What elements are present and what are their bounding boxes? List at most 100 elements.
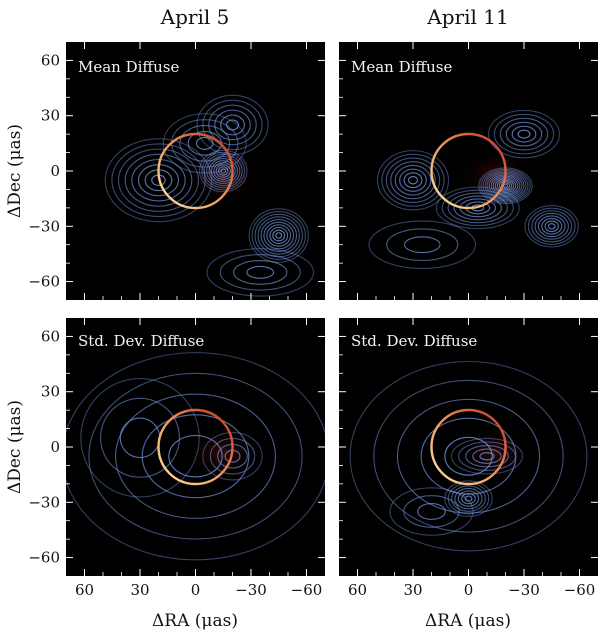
x-axis-label-right: ΔRA (μas)	[425, 611, 511, 631]
contour-line	[220, 168, 227, 174]
contour-line	[269, 226, 289, 245]
contour-line	[251, 210, 306, 261]
y-tick-label: 0	[50, 162, 60, 180]
contour-line	[220, 114, 245, 136]
contour-line	[376, 150, 450, 211]
contour-line	[396, 398, 541, 514]
contour-line	[537, 215, 566, 238]
contour-line	[206, 155, 241, 187]
y-tick-label: −30	[28, 493, 60, 511]
x-tick-label: −60	[291, 581, 323, 599]
x-tick-label: 30	[403, 581, 422, 599]
ring-group	[157, 132, 234, 210]
contour-line	[196, 94, 269, 156]
contour-line	[248, 208, 309, 263]
contour-line	[275, 232, 283, 239]
y-tick-label: 30	[41, 107, 60, 125]
contour-line	[266, 224, 292, 247]
contour-line	[272, 229, 286, 242]
contour-line	[80, 378, 200, 498]
contour-line	[511, 125, 537, 143]
contour-line	[385, 157, 441, 203]
panel-stddev-april-5: Std. Dev. Diffuse	[66, 318, 325, 576]
contour-line	[403, 495, 460, 528]
contour-line	[531, 210, 573, 243]
contour-group	[368, 109, 579, 269]
contour-line	[202, 99, 263, 151]
contour-line	[479, 452, 495, 461]
diffuse-hotspot	[183, 422, 264, 483]
tick-labels: 60 30 0 −30 −60 60 30 0 −30 −60 60 30 0 −30 −60 60 30 0 −3…	[28, 51, 595, 599]
tick-group	[339, 42, 598, 300]
contour-line	[524, 205, 579, 248]
contour-line	[117, 148, 200, 212]
y-axis-label-bottom: ΔDec (μas)	[5, 400, 25, 494]
column-title-april-11: April 11	[426, 5, 508, 29]
contour-line	[493, 113, 555, 155]
tick-group	[66, 42, 325, 300]
column-title-april-5: April 5	[160, 5, 230, 29]
ring-model	[157, 408, 234, 486]
contour-group	[104, 94, 315, 297]
contour-line	[527, 207, 576, 245]
contour-line	[373, 379, 564, 533]
contour-line	[465, 445, 509, 468]
contour-line	[389, 487, 474, 536]
panel-mean-april-11: Mean Diffuse	[339, 42, 598, 300]
contour-line	[215, 164, 231, 178]
contour-line	[66, 352, 325, 561]
contour-line	[444, 480, 493, 517]
y-axis-label-top: ΔDec (μas)	[5, 124, 25, 218]
y-tick-label: −60	[28, 549, 60, 567]
contour-line	[257, 216, 301, 255]
x-tick-label: 60	[348, 581, 367, 599]
y-tick-label: 60	[41, 327, 60, 345]
contour-line	[217, 166, 229, 176]
contour-line	[394, 164, 432, 196]
ring-model	[430, 132, 507, 210]
contour-line	[381, 153, 445, 207]
contour-line	[547, 223, 556, 230]
contour-line	[441, 189, 514, 227]
contour-line	[457, 490, 480, 507]
contour-line	[499, 117, 549, 151]
contour-line	[403, 172, 423, 189]
contour-line	[487, 109, 561, 159]
x-tick-label: 60	[75, 581, 94, 599]
contour-line	[124, 153, 193, 207]
contour-line	[199, 149, 248, 193]
contour-line	[435, 186, 520, 230]
contour-line	[88, 372, 303, 540]
x-tick-label: 0	[191, 581, 201, 599]
diffuse-hotspot	[456, 422, 537, 483]
contour-line	[450, 437, 524, 475]
contour-line	[461, 492, 476, 505]
y-tick-label: 30	[41, 383, 60, 401]
contour-line	[168, 434, 223, 478]
contour-line	[202, 431, 263, 481]
contour-line	[179, 125, 231, 162]
contour-group	[66, 352, 325, 561]
x-tick-label: 0	[464, 581, 474, 599]
contour-line	[115, 393, 276, 519]
contour-line	[544, 220, 559, 233]
y-tick-label: −60	[28, 273, 60, 291]
contour-line	[458, 441, 516, 471]
panel-label: Mean Diffuse	[78, 58, 179, 76]
x-tick-label: −30	[235, 581, 267, 599]
contour-line	[201, 151, 246, 191]
contour-line	[104, 138, 213, 223]
contour-line	[208, 104, 257, 146]
contour-line	[233, 259, 288, 285]
panel-label: Mean Diffuse	[351, 58, 452, 76]
x-tick-label: −30	[508, 581, 540, 599]
contour-line	[219, 254, 301, 291]
contour-group	[349, 360, 588, 552]
y-tick-label: −30	[28, 217, 60, 235]
y-tick-label: 0	[50, 438, 60, 456]
contour-line	[368, 220, 477, 269]
ring-model	[157, 132, 234, 210]
contour-line	[444, 436, 493, 476]
contour-line	[206, 248, 315, 297]
contour-line	[260, 218, 298, 253]
